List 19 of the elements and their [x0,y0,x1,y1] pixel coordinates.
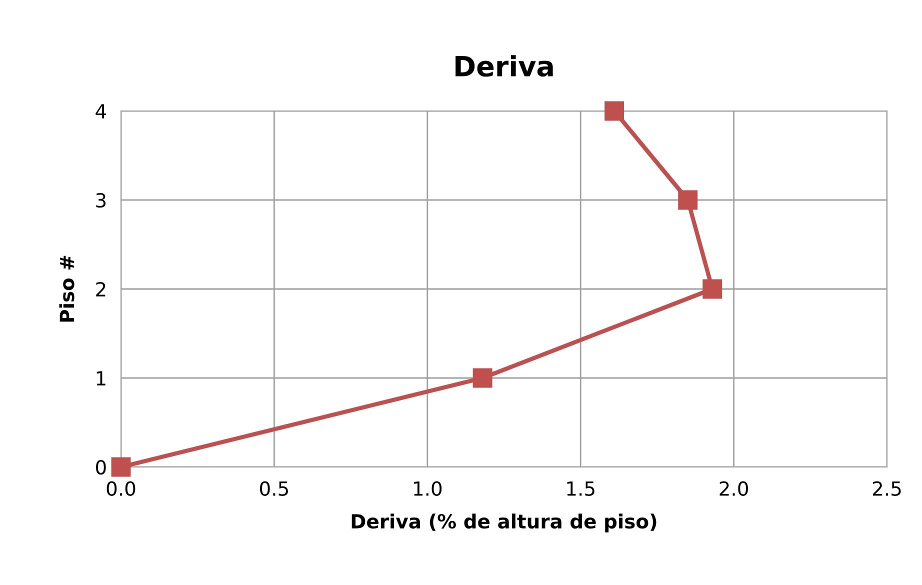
y-tick-label: 2 [96,282,106,296]
y-tick-label: 1 [96,371,106,386]
chart-title: Deriva [456,55,553,77]
x-tick-label: 1.5 [567,481,594,496]
y-tick-label: 3 [96,192,106,208]
point [472,368,492,388]
point [111,457,131,477]
x-tick-label: 2.5 [872,481,901,496]
point [678,190,698,210]
y-axis-title: Piso # [59,256,74,322]
point [702,279,722,299]
y-tick-label: 4 [96,104,106,118]
x-tick-label: 0.0 [106,481,136,496]
x-axis-title: Deriva (% de altura de piso) [352,514,656,532]
x-tick-label: 2.0 [720,481,748,496]
x-tick-label: 0.5 [260,481,288,496]
x-tick-label: 1.0 [414,481,442,496]
y-tick-label: 0 [96,460,106,475]
point [604,101,624,121]
